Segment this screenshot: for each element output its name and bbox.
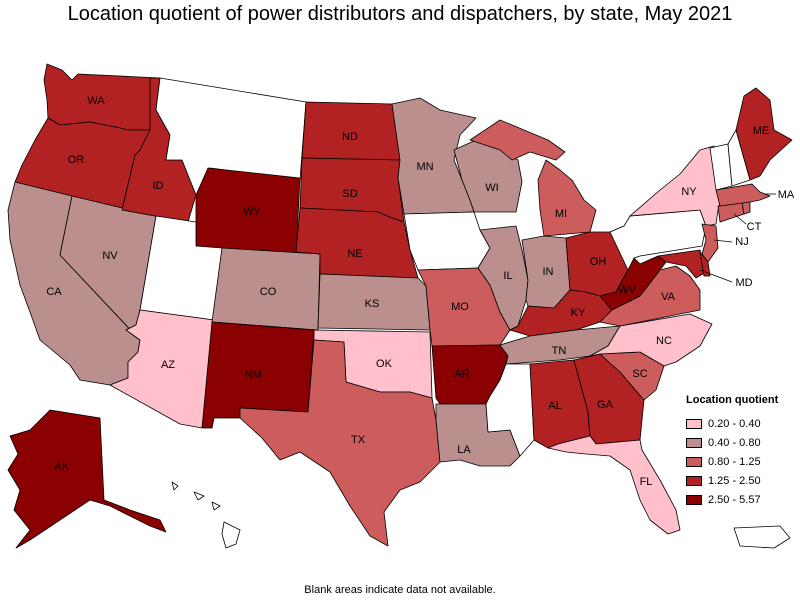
label-ME: ME xyxy=(753,125,770,137)
legend-swatch xyxy=(686,418,702,429)
label-NE: NE xyxy=(347,248,362,260)
label-NY: NY xyxy=(681,186,697,198)
state-IA xyxy=(403,211,491,271)
label-OH: OH xyxy=(590,256,607,268)
label-WY: WY xyxy=(243,206,261,218)
leader-CT xyxy=(733,213,747,225)
state-NE xyxy=(295,207,419,279)
label-WA: WA xyxy=(87,95,105,107)
label-AK: AK xyxy=(55,461,70,473)
label-ND: ND xyxy=(342,131,358,143)
label-IL: IL xyxy=(503,270,512,282)
legend-swatch xyxy=(686,475,702,486)
state-MS xyxy=(485,363,535,457)
state-DE xyxy=(699,251,711,277)
state-MI xyxy=(469,119,597,237)
legend-label: 0.80 - 1.25 xyxy=(708,455,761,468)
label-ID: ID xyxy=(153,180,164,192)
label-CA: CA xyxy=(46,286,62,298)
label-AR: AR xyxy=(454,368,469,380)
legend-swatch xyxy=(686,494,702,505)
state-ME xyxy=(735,87,793,181)
label-AZ: AZ xyxy=(161,359,175,371)
territory-PR xyxy=(733,525,791,549)
state-AK xyxy=(7,409,167,549)
label-MN: MN xyxy=(416,161,433,173)
label-MO: MO xyxy=(451,301,469,313)
label-CT: CT xyxy=(747,221,762,233)
label-IN: IN xyxy=(543,266,554,278)
legend-label: 0.40 - 0.80 xyxy=(708,436,761,449)
label-GA: GA xyxy=(597,399,614,411)
label-NJ: NJ xyxy=(735,236,748,248)
state-FL xyxy=(547,435,681,535)
state-NJ xyxy=(701,223,719,263)
map-title: Location quotient of power distributors … xyxy=(67,3,733,25)
legend-item: 0.80 - 1.25 xyxy=(686,452,798,471)
label-NC: NC xyxy=(656,335,672,347)
state-TX xyxy=(239,339,441,547)
footnote: Blank areas indicate data not available. xyxy=(304,584,496,596)
legend-label: 2.50 - 5.57 xyxy=(708,493,761,506)
map-legend: Location quotient 0.20 - 0.40 0.40 - 0.80… xyxy=(686,394,798,509)
label-SD: SD xyxy=(342,188,357,200)
label-MI: MI xyxy=(555,208,567,220)
label-SC: SC xyxy=(632,368,647,380)
label-AL: AL xyxy=(548,400,561,412)
label-WV: WV xyxy=(618,284,636,296)
label-VA: VA xyxy=(661,291,676,303)
state-NC xyxy=(589,313,713,367)
state-MD xyxy=(657,249,707,279)
label-KY: KY xyxy=(571,307,586,319)
label-LA: LA xyxy=(457,444,471,456)
label-TN: TN xyxy=(552,345,567,357)
legend-label: 0.20 - 0.40 xyxy=(708,417,761,430)
label-NV: NV xyxy=(102,250,118,262)
state-HI xyxy=(171,481,241,549)
legend-item: 1.25 - 2.50 xyxy=(686,471,798,490)
label-OR: OR xyxy=(68,154,85,166)
label-MD: MD xyxy=(735,277,752,289)
state-MA xyxy=(715,183,771,207)
label-FL: FL xyxy=(640,476,653,488)
label-OK: OK xyxy=(376,358,393,370)
label-CO: CO xyxy=(260,286,277,298)
label-TX: TX xyxy=(351,434,366,446)
label-MA: MA xyxy=(778,189,795,201)
legend-item: 0.40 - 0.80 xyxy=(686,433,798,452)
legend-swatch xyxy=(686,437,702,448)
leader-MD xyxy=(699,269,733,283)
legend-item: 2.50 - 5.57 xyxy=(686,490,798,509)
legend-label: 1.25 - 2.50 xyxy=(708,474,761,487)
label-KS: KS xyxy=(365,298,380,310)
legend-item: 0.20 - 0.40 xyxy=(686,414,798,433)
label-WI: WI xyxy=(485,182,498,194)
label-NM: NM xyxy=(244,369,261,381)
state-PA xyxy=(609,209,707,271)
legend-swatch xyxy=(686,456,702,467)
legend-title: Location quotient xyxy=(686,394,779,406)
leader-NJ xyxy=(713,239,733,243)
